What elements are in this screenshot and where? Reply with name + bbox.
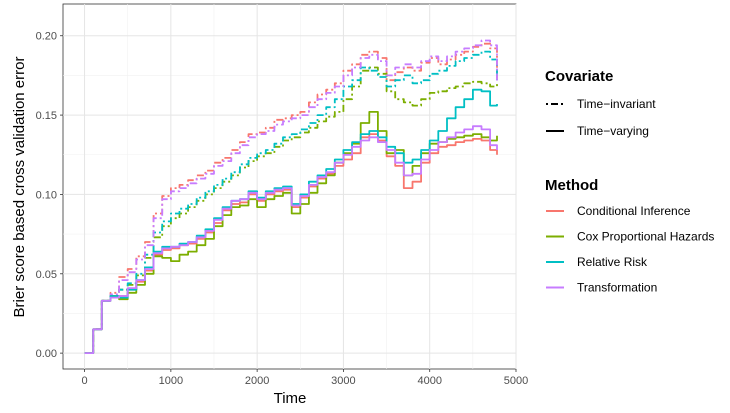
legend: Covariate Time−invariant Time−varying Met… (545, 68, 714, 295)
series-line-conditional-inference-time-invariant (84, 42, 498, 354)
series-lines (84, 39, 498, 354)
legend-label-method: Cox Proportional Hazards (577, 230, 714, 244)
y-tick-label: 0.20 (36, 31, 57, 43)
y-tick-label: 0.00 (36, 348, 57, 360)
legend-method-entries: Conditional Inference Cox Proportional Ha… (546, 204, 714, 295)
legend-label-method: Transformation (577, 281, 657, 295)
series-line-transformation-time-varying (84, 125, 498, 354)
legend-label-covariate: Time−varying (577, 124, 649, 138)
legend-title-method: Method (545, 177, 598, 194)
y-axis-title: Brier score based cross validation error (11, 57, 28, 318)
x-tick-label: 5000 (504, 375, 528, 387)
x-axis-title: Time (274, 390, 307, 407)
legend-label-method: Conditional Inference (577, 204, 691, 218)
series-line-cox-proportional-hazards-time-invariant (84, 66, 498, 354)
x-tick-label: 1000 (159, 375, 183, 387)
x-tick-label: 3000 (331, 375, 355, 387)
series-line-transformation-time-invariant (84, 39, 498, 354)
legend-label-method: Relative Risk (577, 255, 648, 269)
legend-title-covariate: Covariate (545, 68, 613, 85)
x-axis: 0 1000 2000 3000 4000 5000 (82, 369, 528, 387)
x-tick-label: 4000 (417, 375, 441, 387)
y-tick-label: 0.05 (36, 269, 57, 281)
grid-lines (63, 4, 517, 369)
x-tick-label: 0 (82, 375, 88, 387)
x-tick-label: 2000 (245, 375, 269, 387)
y-axis: 0.00 0.05 0.10 0.15 0.20 (36, 31, 63, 360)
y-tick-label: 0.15 (36, 110, 57, 122)
y-tick-label: 0.10 (36, 189, 57, 201)
legend-label-covariate: Time−invariant (577, 97, 656, 111)
legend-covariate-entries: Time−invariant Time−varying (546, 97, 656, 138)
